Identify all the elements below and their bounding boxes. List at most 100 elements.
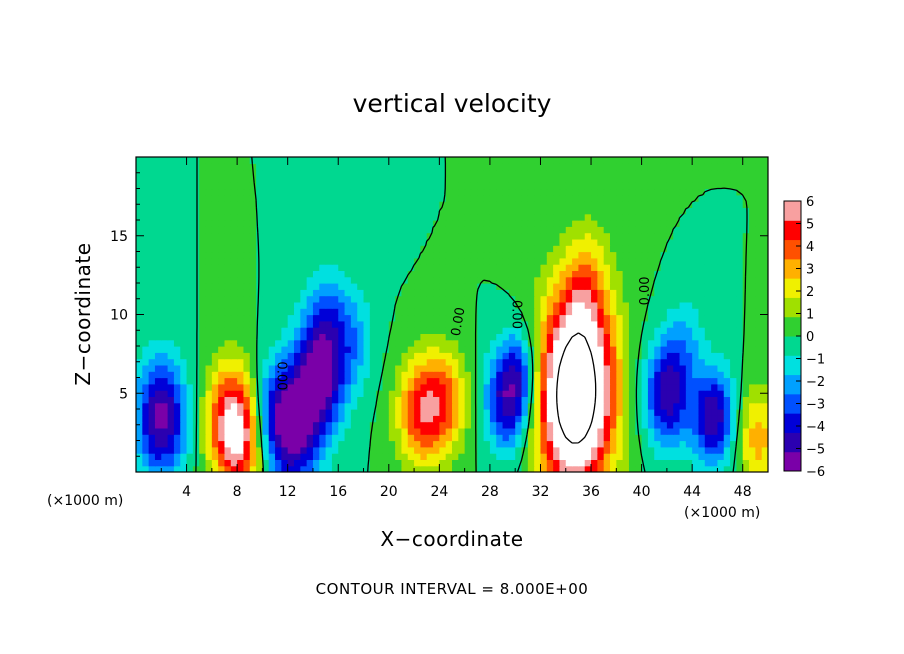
- field-cell: [426, 320, 434, 328]
- field-cell: [572, 415, 579, 423]
- field-cell: [654, 157, 662, 164]
- field-cell: [136, 383, 143, 391]
- field-cell: [186, 220, 194, 227]
- field-cell: [312, 396, 320, 404]
- field-cell: [382, 446, 390, 454]
- field-cell: [344, 264, 352, 271]
- field-cell: [515, 245, 523, 253]
- field-cell: [218, 364, 226, 372]
- field-cell: [268, 157, 276, 164]
- field-cell: [388, 226, 396, 234]
- field-cell: [338, 283, 346, 290]
- field-cell: [325, 459, 333, 467]
- field-cell: [338, 169, 346, 177]
- field-cell: [148, 226, 156, 234]
- field-cell: [256, 352, 263, 360]
- field-cell: [401, 283, 409, 290]
- field-cell: [597, 163, 605, 171]
- field-cell: [704, 352, 712, 360]
- field-cell: [610, 270, 617, 278]
- field-cell: [167, 213, 175, 221]
- field-cell: [502, 157, 510, 164]
- field-cell: [496, 339, 504, 347]
- field-cell: [591, 409, 598, 416]
- field-cell: [401, 220, 409, 227]
- field-cell: [218, 402, 226, 410]
- field-cell: [426, 327, 434, 334]
- field-cell: [591, 264, 598, 271]
- field-cell: [319, 295, 327, 303]
- field-cell: [515, 182, 523, 190]
- field-cell: [534, 163, 542, 171]
- field-cell: [730, 333, 737, 341]
- field-cell: [382, 163, 390, 171]
- field-cell: [439, 320, 447, 328]
- field-cell: [325, 314, 333, 322]
- field-cell: [540, 427, 548, 435]
- field-cell: [426, 257, 434, 265]
- field-cell: [666, 238, 674, 246]
- field-cell: [685, 371, 693, 379]
- field-cell: [597, 182, 605, 190]
- field-cell: [553, 175, 561, 183]
- field-cell: [761, 415, 768, 423]
- field-cell: [439, 377, 447, 385]
- field-cell: [161, 245, 169, 253]
- field-cell: [407, 390, 415, 397]
- field-cell: [230, 453, 238, 460]
- field-cell: [344, 169, 352, 177]
- field-cell: [717, 157, 725, 164]
- field-cell: [673, 308, 681, 316]
- field-cell: [306, 182, 314, 190]
- field-cell: [578, 358, 586, 366]
- field-cell: [755, 434, 763, 442]
- field-cell: [534, 333, 542, 341]
- field-cell: [294, 383, 301, 391]
- field-cell: [452, 270, 459, 278]
- field-cell: [521, 415, 529, 423]
- field-cell: [237, 427, 245, 435]
- field-cell: [502, 339, 510, 347]
- field-cell: [173, 358, 181, 366]
- field-cell: [173, 283, 181, 290]
- field-cell: [350, 465, 358, 472]
- velocity-field: [136, 157, 768, 472]
- field-cell: [610, 459, 617, 467]
- field-cell: [319, 415, 327, 423]
- field-cell: [458, 327, 466, 334]
- field-cell: [717, 220, 725, 227]
- field-cell: [433, 308, 440, 316]
- field-cell: [186, 188, 194, 196]
- field-cell: [211, 465, 219, 472]
- field-cell: [161, 314, 169, 322]
- field-cell: [711, 289, 719, 297]
- field-cell: [603, 446, 611, 454]
- field-cell: [742, 371, 750, 379]
- field-cell: [154, 213, 162, 221]
- field-cell: [616, 220, 624, 227]
- field-cell: [673, 276, 681, 284]
- field-cell: [553, 308, 561, 316]
- field-cell: [420, 427, 428, 435]
- field-cell: [186, 283, 194, 290]
- field-cell: [439, 289, 447, 297]
- field-cell: [641, 358, 649, 366]
- field-cell: [496, 427, 504, 435]
- field-cell: [470, 465, 478, 472]
- field-cell: [420, 232, 428, 240]
- field-cell: [319, 257, 327, 265]
- field-cell: [306, 264, 314, 271]
- field-cell: [344, 238, 352, 246]
- field-cell: [167, 371, 175, 379]
- field-cell: [616, 371, 624, 379]
- field-cell: [243, 459, 251, 467]
- field-cell: [597, 440, 605, 448]
- field-cell: [426, 175, 434, 183]
- field-cell: [281, 446, 289, 454]
- field-cell: [205, 201, 213, 208]
- field-cell: [414, 377, 421, 385]
- field-cell: [294, 238, 301, 246]
- field-cell: [483, 377, 491, 385]
- field-cell: [673, 440, 681, 448]
- field-cell: [186, 238, 194, 246]
